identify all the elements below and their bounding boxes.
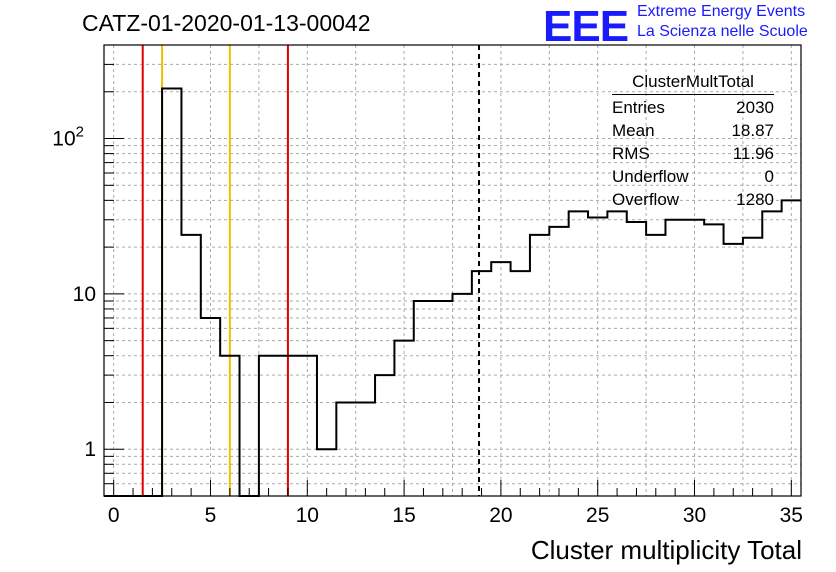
- logo-subtitle-line1: Extreme Energy Events: [637, 3, 806, 20]
- histogram-outline: [104, 87, 801, 497]
- frame-background: [104, 45, 801, 496]
- y-tick-label: 102: [52, 124, 84, 151]
- stats-row-entries: Entries 2030: [612, 96, 774, 119]
- axes: 0 5 10 15 20 25 30 35 1 10 102: [52, 44, 803, 527]
- stats-label: RMS: [612, 144, 650, 163]
- y-tick-label: 10: [73, 283, 96, 306]
- stats-row-underflow: Underflow 0: [612, 165, 774, 188]
- stats-value: 1280: [736, 190, 774, 209]
- stats-row-rms: RMS 11.96: [612, 142, 774, 165]
- eee-logo: EEE: [543, 2, 629, 51]
- run-title: CATZ-01-2020-01-13-00042: [82, 10, 371, 36]
- x-tick-label: 30: [683, 504, 706, 527]
- stats-value: 11.96: [732, 144, 774, 163]
- stats-value: 0: [764, 167, 774, 186]
- stats-title: ClusterMultTotal: [612, 72, 774, 95]
- plot-frame: [103, 44, 802, 497]
- x-tick-label: 5: [205, 504, 217, 527]
- x-tick-label: 10: [296, 504, 319, 527]
- stats-label: Mean: [612, 121, 655, 140]
- y-tick-label: 1: [84, 438, 96, 461]
- x-tick-label: 25: [586, 504, 609, 527]
- stats-value: 2030: [736, 98, 774, 117]
- x-axis-label: Cluster multiplicity Total: [530, 535, 802, 565]
- logo-subtitle-line2: La Scienza nelle Scuole: [637, 23, 808, 40]
- x-tick-label: 0: [108, 504, 120, 527]
- stats-label: Overflow: [612, 190, 680, 209]
- x-tick-label: 35: [780, 504, 803, 527]
- stats-row-mean: Mean 18.87: [612, 119, 774, 142]
- stats-row-overflow: Overflow 1280: [612, 188, 774, 211]
- x-tick-label: 20: [489, 504, 512, 527]
- stats-box: ClusterMultTotal Entries 2030 Mean 18.87…: [612, 72, 774, 211]
- stats-value: 18.87: [731, 121, 774, 140]
- stats-label: Underflow: [612, 167, 689, 186]
- x-tick-label: 15: [392, 504, 415, 527]
- stats-label: Entries: [612, 98, 665, 117]
